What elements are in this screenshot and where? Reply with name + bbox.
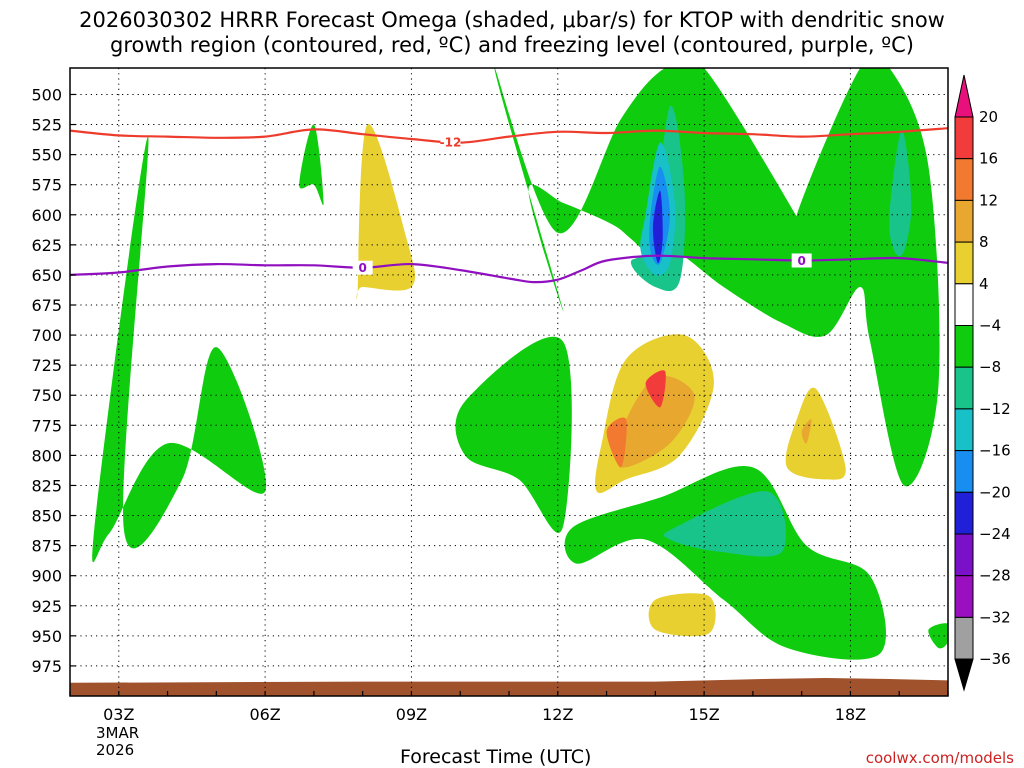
omega-region-17 [645, 370, 666, 408]
y-tick-label-725: 725 [31, 356, 62, 375]
omega-region-12 [564, 465, 887, 660]
colorbar-bin-6 [954, 366, 974, 410]
colorbar-bin-1 [954, 158, 974, 201]
omega-region-7 [652, 190, 663, 264]
y-tick-label-825: 825 [31, 476, 62, 495]
colorbar-label-13: −36 [979, 650, 1011, 668]
title-line-1: 2026030302 HRRR Forecast Omega (shaded, … [79, 8, 945, 32]
colorbar-label-6: −8 [979, 358, 1001, 376]
contour-label-1-0: 0 [358, 261, 366, 275]
omega-region-2 [356, 124, 416, 299]
contour-line-1 [70, 254, 948, 284]
omega-region-0 [92, 136, 267, 563]
contour-label-bg-1-0 [352, 260, 373, 275]
colorbar-bin-10 [954, 533, 974, 577]
colorbar-label-8: −16 [979, 442, 1011, 460]
colorbar-bin-11 [954, 575, 974, 618]
x-axis-label: Forecast Time (UTC) [400, 746, 592, 768]
title-line-2: growth region (contoured, red, ºC) and f… [110, 33, 914, 57]
contour-line-0 [70, 127, 948, 144]
omega-region-20 [648, 593, 716, 637]
colorbar-label-5: −4 [979, 317, 1001, 335]
credit-text: coolwx.com/models [865, 749, 1014, 767]
y-tick-label-850: 850 [31, 507, 62, 526]
omega-region-15 [615, 375, 695, 468]
omega-region-10 [889, 130, 912, 257]
y-tick-label-575: 575 [31, 176, 62, 195]
omega-region-18 [785, 387, 846, 480]
terrain [70, 678, 948, 696]
colorbar-label-1: 16 [979, 150, 998, 168]
colorbar-label-10: −24 [979, 525, 1011, 543]
omega-region-13 [663, 491, 786, 557]
plot-frame [69, 67, 949, 697]
y-tick-label-650: 650 [31, 266, 62, 285]
gridlines [70, 68, 948, 696]
omega-fields [70, 68, 948, 696]
y-tick-label-925: 925 [31, 597, 62, 616]
omega-region-1 [299, 124, 324, 206]
contour-label-1-1: 0 [797, 254, 805, 268]
colorbar-bin-8 [954, 450, 974, 493]
colorbar-label-4: 4 [979, 275, 989, 293]
omega-region-21 [928, 623, 948, 649]
contour-lines: -12 0 0 [70, 127, 948, 284]
colorbar-label-12: −32 [979, 608, 1011, 626]
date-label-month: 3MAR [96, 724, 139, 742]
x-tick-label-12Z: 12Z [542, 705, 573, 724]
colorbar-bin-12 [954, 616, 974, 660]
colorbar-top-arrow [954, 74, 974, 118]
y-tick-label-775: 775 [31, 416, 62, 435]
colorbar-bin-0 [954, 116, 974, 160]
omega-region-8 [655, 214, 661, 240]
y-tick-label-600: 600 [31, 206, 62, 225]
omega-region-3 [494, 68, 940, 487]
colorbar-label-3: 8 [979, 233, 989, 251]
y-tick-label-550: 550 [31, 146, 62, 165]
contour-label-bg-0-0 [440, 134, 461, 149]
x-tick-label-06Z: 06Z [249, 705, 280, 724]
colorbar-bin-2 [954, 199, 974, 243]
y-tick-label-675: 675 [31, 296, 62, 315]
y-tick-label-975: 975 [31, 657, 62, 676]
y-tick-label-525: 525 [31, 116, 62, 135]
colorbar-label-11: −28 [979, 567, 1011, 585]
colorbar-bin-5 [954, 325, 974, 368]
date-label-year: 2026 [96, 741, 134, 759]
contour-label-bg-1-1 [791, 253, 812, 268]
omega-region-11 [455, 336, 572, 533]
contour-label-0-0: -12 [440, 135, 462, 149]
x-tick-label-18Z: 18Z [835, 705, 866, 724]
x-tick-label-15Z: 15Z [688, 705, 719, 724]
colorbar-bottom-arrow [954, 658, 974, 692]
y-tick-label-750: 750 [31, 386, 62, 405]
colorbar-label-2: 12 [979, 191, 998, 209]
x-axis: 03Z 06Z 09Z 12Z 15Z 18Z [69, 691, 949, 724]
y-tick-label-950: 950 [31, 627, 62, 646]
x-tick-label-03Z: 03Z [103, 705, 134, 724]
y-tick-label-900: 900 [31, 567, 62, 586]
colorbar-label-7: −12 [979, 400, 1011, 418]
y-tick-label-625: 625 [31, 236, 62, 255]
colorbar-label-0: 20 [979, 108, 998, 126]
y-tick-label-875: 875 [31, 537, 62, 556]
colorbar-bin-9 [954, 491, 974, 535]
y-tick-label-700: 700 [31, 326, 62, 345]
colorbar-label-9: −20 [979, 483, 1011, 501]
colorbar-bin-3 [954, 241, 974, 285]
y-tick-label-800: 800 [31, 446, 62, 465]
colorbar-bin-7 [954, 408, 974, 452]
chart-title: 2026030302 HRRR Forecast Omega (shaded, … [0, 8, 1024, 58]
colorbar-bin-4 [954, 283, 974, 326]
y-axis: 500 525 550 575 600 625 650 675 700 725 750 775 800 8… [31, 85, 76, 676]
colorbar: 20 16 12 8 4 −4 −8 −12 −16 −20 −24 −28 −32 −36 [954, 74, 1011, 692]
y-tick-label-500: 500 [31, 85, 62, 104]
x-tick-label-09Z: 09Z [396, 705, 427, 724]
